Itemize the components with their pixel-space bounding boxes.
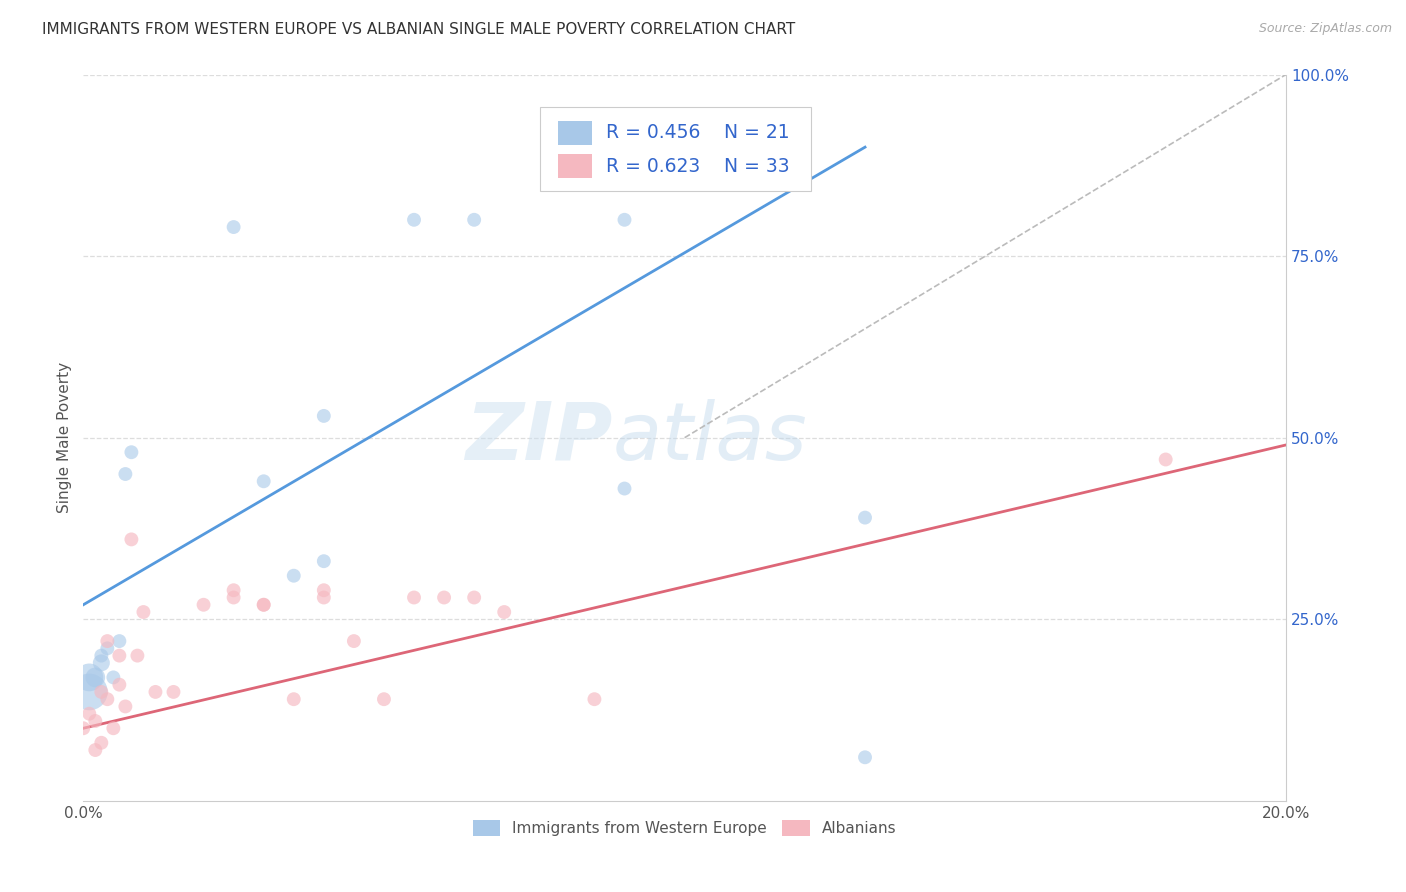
FancyBboxPatch shape xyxy=(540,107,811,191)
Point xyxy=(494,605,516,619)
Text: N = 21: N = 21 xyxy=(724,123,790,142)
Point xyxy=(127,648,149,663)
Point xyxy=(312,583,335,598)
Point xyxy=(90,685,112,699)
Point xyxy=(79,670,101,684)
Point xyxy=(343,634,366,648)
Point xyxy=(162,685,184,699)
Point xyxy=(108,634,131,648)
Point xyxy=(90,648,112,663)
Point xyxy=(463,212,485,227)
Point xyxy=(312,409,335,423)
Point xyxy=(312,591,335,605)
Point xyxy=(103,670,125,684)
Point xyxy=(853,510,876,524)
Point xyxy=(114,699,136,714)
Point xyxy=(90,736,112,750)
Point xyxy=(145,685,167,699)
Text: ZIP: ZIP xyxy=(465,399,613,476)
Point xyxy=(253,475,276,489)
Point xyxy=(463,591,485,605)
Point xyxy=(120,533,142,547)
Point xyxy=(132,605,155,619)
Text: Source: ZipAtlas.com: Source: ZipAtlas.com xyxy=(1258,22,1392,36)
Point xyxy=(120,445,142,459)
Point xyxy=(222,591,245,605)
Point xyxy=(613,212,636,227)
Point xyxy=(103,721,125,735)
Point xyxy=(84,670,107,684)
Legend: Immigrants from Western Europe, Albanians: Immigrants from Western Europe, Albanian… xyxy=(465,813,904,844)
Point xyxy=(402,212,425,227)
Point xyxy=(96,692,118,706)
Text: R = 0.623: R = 0.623 xyxy=(606,156,700,176)
Point xyxy=(312,554,335,568)
Point xyxy=(108,678,131,692)
Text: IMMIGRANTS FROM WESTERN EUROPE VS ALBANIAN SINGLE MALE POVERTY CORRELATION CHART: IMMIGRANTS FROM WESTERN EUROPE VS ALBANI… xyxy=(42,22,796,37)
Point xyxy=(222,220,245,235)
Point xyxy=(1154,452,1177,467)
Point xyxy=(283,568,305,582)
Point xyxy=(79,706,101,721)
Point xyxy=(222,583,245,598)
Bar xyxy=(558,154,592,178)
Point xyxy=(373,692,395,706)
Y-axis label: Single Male Poverty: Single Male Poverty xyxy=(58,362,72,513)
Text: N = 33: N = 33 xyxy=(724,156,790,176)
Point xyxy=(96,641,118,656)
Point xyxy=(72,721,94,735)
Point xyxy=(853,750,876,764)
Point xyxy=(193,598,215,612)
Point xyxy=(108,648,131,663)
Point xyxy=(114,467,136,481)
Point xyxy=(96,634,118,648)
Point xyxy=(283,692,305,706)
Text: R = 0.456: R = 0.456 xyxy=(606,123,700,142)
Point xyxy=(90,656,112,670)
Point xyxy=(253,598,276,612)
Point xyxy=(84,714,107,728)
Text: atlas: atlas xyxy=(613,399,807,476)
Point xyxy=(253,598,276,612)
Point xyxy=(433,591,456,605)
Point xyxy=(583,692,606,706)
Point xyxy=(613,482,636,496)
Point xyxy=(79,685,101,699)
Point xyxy=(84,743,107,757)
Point xyxy=(402,591,425,605)
Bar xyxy=(558,121,592,145)
